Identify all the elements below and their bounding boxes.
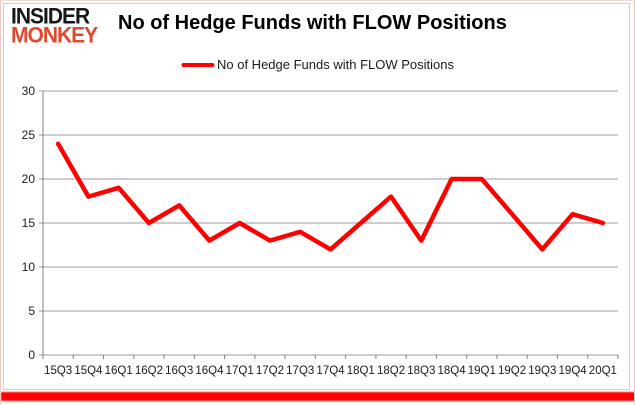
chart-title: No of Hedge Funds with FLOW Positions <box>118 12 507 34</box>
x-tick-label: 18Q3 <box>407 365 435 377</box>
logo-insider-text: INSIDER <box>11 4 90 29</box>
y-tick-label: 5 <box>28 304 35 318</box>
x-tick-label: 18Q2 <box>377 365 405 377</box>
x-tick-label: 19Q4 <box>559 365 588 377</box>
x-tick-label: 17Q4 <box>316 365 345 377</box>
y-tick-label: 10 <box>22 260 36 274</box>
insider-monkey-logo: INSIDER MONKEY <box>11 4 98 48</box>
y-tick-label: 25 <box>22 128 36 142</box>
legend-series-label: No of Hedge Funds with FLOW Positions <box>217 57 454 72</box>
x-tick-label: 15Q3 <box>44 365 72 377</box>
y-tick-label: 15 <box>22 216 36 230</box>
x-tick-label: 17Q2 <box>256 365 284 377</box>
y-tick-label: 30 <box>22 84 36 98</box>
bottom-red-bar <box>1 392 634 401</box>
logo-monkey-text: MONKEY <box>11 23 98 48</box>
series-line <box>55 141 606 252</box>
x-tick-label: 17Q1 <box>226 365 254 377</box>
legend-line-swatch-icon <box>181 62 214 67</box>
x-tick-label: 16Q1 <box>105 365 133 377</box>
x-tick-label: 15Q4 <box>74 365 103 377</box>
x-tick-label: 16Q2 <box>135 365 163 377</box>
x-tick-label: 18Q1 <box>347 365 375 377</box>
x-tick-label: 19Q2 <box>498 365 526 377</box>
chart-legend: No of Hedge Funds with FLOW Positions <box>181 57 454 72</box>
x-tick-label: 18Q4 <box>437 365 466 377</box>
y-tick-label: 0 <box>28 348 35 362</box>
x-tick-label: 17Q3 <box>286 365 314 377</box>
y-tick-label: 20 <box>22 172 36 186</box>
x-tick-label: 19Q3 <box>528 365 556 377</box>
chart-frame <box>3 3 630 390</box>
x-tick-label: 16Q3 <box>165 365 193 377</box>
x-tick-label: 19Q1 <box>468 365 496 377</box>
x-tick-label: 16Q4 <box>195 365 224 377</box>
x-tick-label: 20Q1 <box>589 365 617 377</box>
